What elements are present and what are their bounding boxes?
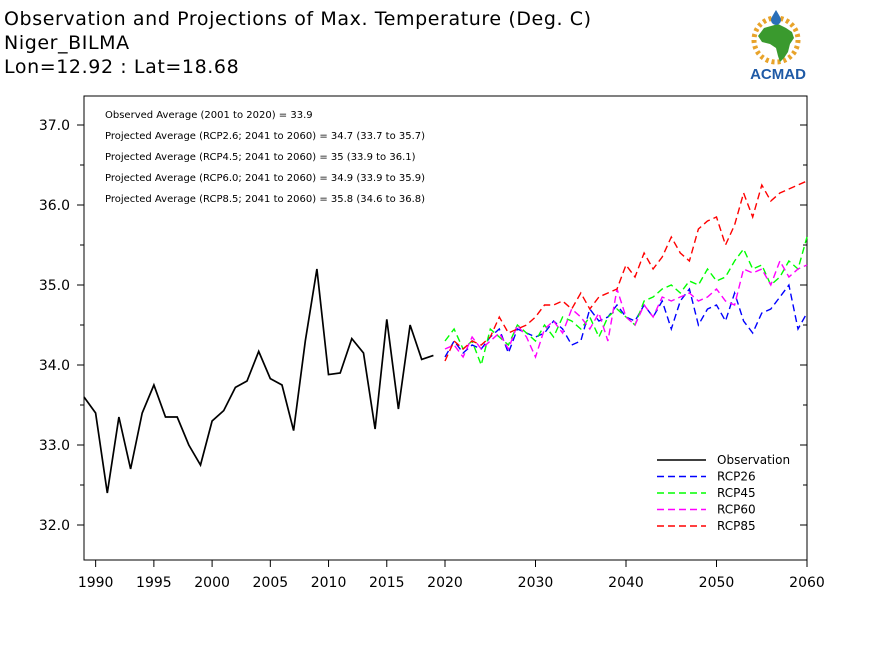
station-coordinates: Lon=12.92 : Lat=18.68 — [4, 56, 240, 78]
series-line-rcp26 — [444, 283, 808, 358]
x-tick-label: 2060 — [789, 575, 825, 591]
legend-label: RCP26 — [717, 470, 756, 484]
y-tick-label: 32.0 — [39, 518, 70, 534]
legend-label: RCP85 — [717, 519, 756, 533]
x-tick-label: 2020 — [427, 575, 463, 591]
series-line-observation — [83, 268, 434, 494]
x-tick-label: 2000 — [194, 575, 230, 591]
chart-title: Observation and Projections of Max. Temp… — [4, 8, 592, 30]
series-line-rcp85 — [444, 180, 808, 362]
water-drop-icon — [771, 10, 781, 25]
x-tick-label: 2030 — [518, 575, 554, 591]
x-tick-label: 1990 — [78, 575, 114, 591]
x-axis: 1990 1995 2000 2005 2010 2015 2020 2030 2040 2050… — [78, 560, 825, 591]
annotation-block: Observed Average (2001 to 2020) = 33.9 Pr… — [105, 110, 425, 205]
legend-label: Observation — [717, 453, 790, 467]
plot-frame — [83, 95, 808, 561]
annotation-line: Projected Average (RCP4.5; 2041 to 2060)… — [105, 152, 416, 163]
x-tick-label: 2005 — [253, 575, 289, 591]
y-tick-label: 36.0 — [39, 198, 70, 214]
series-layer — [83, 180, 808, 494]
legend-label: RCP45 — [717, 486, 756, 500]
y-tick-label: 35.0 — [39, 278, 70, 294]
x-tick-label: 2015 — [369, 575, 405, 591]
annotation-line: Observed Average (2001 to 2020) = 33.9 — [105, 110, 313, 121]
annotation-line: Projected Average (RCP8.5; 2041 to 2060)… — [105, 194, 425, 205]
acmad-logo: ACMAD — [750, 10, 806, 83]
x-tick-label: 2010 — [311, 575, 347, 591]
logo-text: ACMAD — [750, 66, 806, 83]
y-tick-label: 37.0 — [39, 118, 70, 134]
x-tick-label: 2050 — [699, 575, 735, 591]
africa-icon — [758, 24, 794, 62]
annotation-line: Projected Average (RCP2.6; 2041 to 2060)… — [105, 131, 425, 142]
y-tick-label: 33.0 — [39, 438, 70, 454]
legend: Observation RCP26 RCP45 RCP60 RCP85 — [657, 453, 790, 533]
annotation-line: Projected Average (RCP6.0; 2041 to 2060)… — [105, 173, 425, 184]
y-tick-label: 34.0 — [39, 358, 70, 374]
series-line-rcp60 — [444, 259, 808, 359]
series-line-rcp45 — [444, 236, 808, 368]
legend-label: RCP60 — [717, 503, 756, 517]
x-tick-label: 2040 — [608, 575, 644, 591]
station-name: Niger_BILMA — [4, 32, 130, 54]
y-axis: 32.0 33.0 34.0 35.0 36.0 37.0 — [39, 118, 807, 534]
x-tick-label: 1995 — [136, 575, 172, 591]
